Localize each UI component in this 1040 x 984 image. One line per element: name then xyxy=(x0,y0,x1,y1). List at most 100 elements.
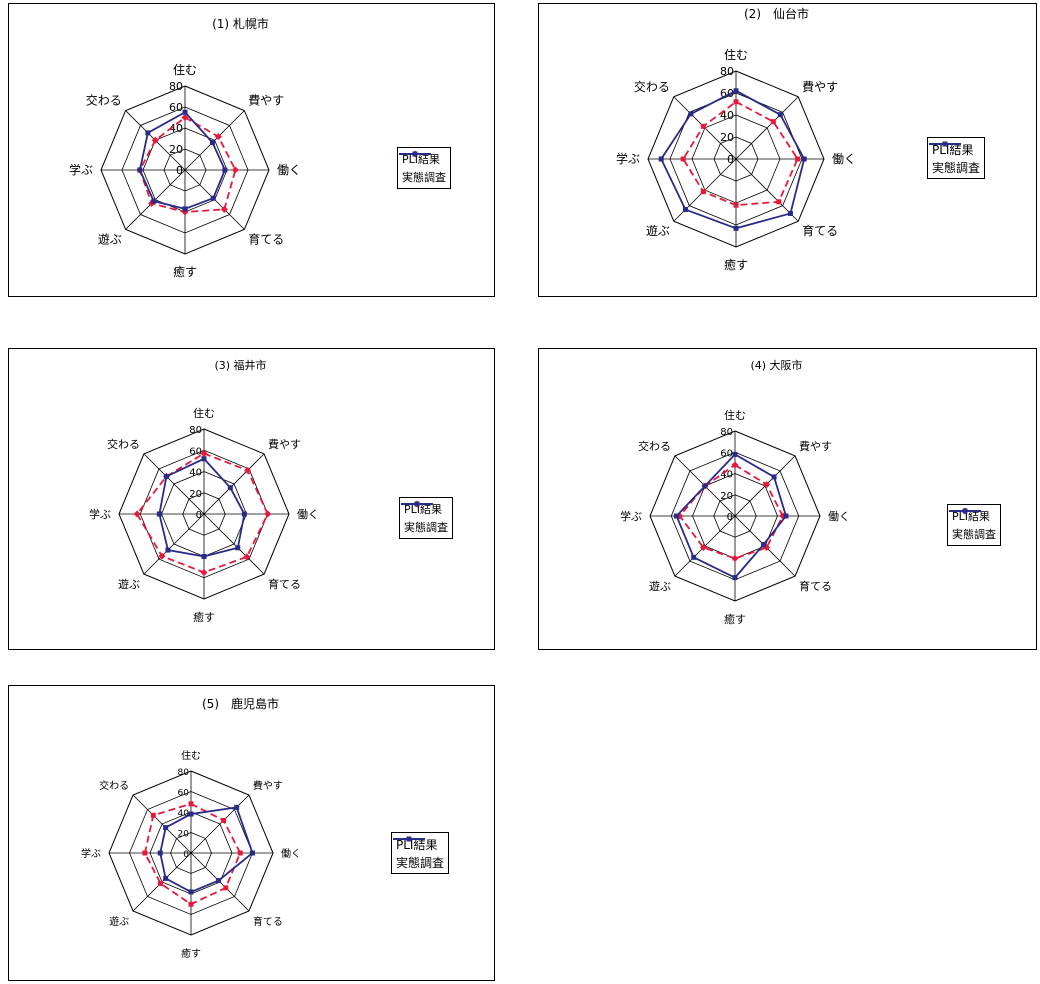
data-point xyxy=(763,480,771,488)
axis-spoke xyxy=(735,96,799,160)
chart-title: (2) 仙台市 xyxy=(744,6,809,21)
data-point xyxy=(200,568,208,576)
radar-chart-sendai: (2) 仙台市 0 20 40 60 80 住む 費やす 働く 育てる 癒す 遊ぶ 学ぶ 交わる PLI結… xyxy=(538,3,1037,297)
tick-label: 80 xyxy=(189,425,202,436)
tick-label: 60 xyxy=(189,446,202,457)
data-point xyxy=(244,466,252,474)
data-point xyxy=(142,850,148,856)
legend-entry: 実態調査 xyxy=(393,836,445,871)
legend-swatch xyxy=(401,501,433,507)
axis-label: 学ぶ xyxy=(89,507,111,521)
axis-spoke xyxy=(143,513,205,575)
data-point xyxy=(201,456,207,462)
tick-label: 20 xyxy=(720,491,733,502)
data-point xyxy=(188,801,194,807)
legend-label: 実態調査 xyxy=(952,528,996,541)
axis-label: 住む xyxy=(724,408,746,422)
legend-entry: 実態調査 xyxy=(949,508,996,543)
data-point xyxy=(209,140,215,146)
chart-title: (4) 大阪市 xyxy=(750,358,802,372)
chart-title: (5) 鹿児島市 xyxy=(202,696,279,711)
axis-label: 住む xyxy=(173,63,197,77)
data-point xyxy=(783,513,789,519)
axis-label: 癒す xyxy=(181,947,201,960)
axis-spoke xyxy=(143,453,205,515)
axis-label: 癒す xyxy=(724,257,748,272)
data-point xyxy=(733,99,739,105)
series-line xyxy=(678,463,784,560)
data-point xyxy=(158,552,166,560)
tick-label: 20 xyxy=(189,489,202,500)
axis-label: 交わる xyxy=(86,93,122,108)
data-point xyxy=(777,112,783,118)
data-point xyxy=(188,889,194,895)
data-point xyxy=(732,451,738,457)
legend-label: PLI結果 xyxy=(952,510,991,523)
data-point xyxy=(234,804,240,810)
legend-label: 実態調査 xyxy=(396,855,445,870)
data-point xyxy=(688,111,694,117)
data-point xyxy=(732,575,738,581)
axis-label: 費やす xyxy=(253,779,283,792)
legend-label: 実態調査 xyxy=(402,171,446,184)
axis-label: 育てる xyxy=(802,223,838,238)
tick-label: 20 xyxy=(178,830,190,840)
legend-entry: 実態調査 xyxy=(929,141,980,176)
axis-label: 学ぶ xyxy=(616,151,640,166)
data-point xyxy=(165,547,171,553)
axis-label: 遊ぶ xyxy=(98,231,122,246)
axis-label: 働く xyxy=(297,508,319,521)
tick-label: 80 xyxy=(169,80,183,93)
data-point xyxy=(702,483,708,489)
axis-label: 働く xyxy=(828,510,850,523)
radar-chart-kagoshima: (5) 鹿児島市 0 20 40 60 80 住む 費やす 働く 育てる 癒す 遊ぶ 学ぶ 交わる PLI… xyxy=(8,685,495,981)
data-point xyxy=(795,156,801,162)
tick-label: 60 xyxy=(169,101,183,114)
axis-label: 交わる xyxy=(638,439,671,453)
tick-label: 0 xyxy=(176,164,183,177)
tick-label: 40 xyxy=(720,109,734,122)
legend-entry: 実態調査 xyxy=(401,501,448,536)
tick-label: 40 xyxy=(720,470,733,481)
tick-label: 80 xyxy=(720,65,734,78)
legend-label: PLI結果 xyxy=(404,503,443,516)
data-point xyxy=(145,130,151,136)
series-line xyxy=(682,100,799,207)
data-point xyxy=(182,206,188,212)
data-point xyxy=(731,461,739,469)
data-point xyxy=(221,817,227,823)
radar-chart-sapporo: (1) 札幌市 0 20 40 60 80 住む 費やす 働く 育てる 癒す 遊ぶ 学ぶ 交わる PLI結… xyxy=(8,3,495,297)
data-point xyxy=(699,544,707,552)
chart-legend: PLI結果 実態調査 xyxy=(391,832,450,874)
tick-label: 0 xyxy=(183,850,189,860)
data-point xyxy=(733,88,739,94)
data-point xyxy=(761,542,767,548)
data-point xyxy=(158,880,164,886)
axis-label: 学ぶ xyxy=(81,847,101,860)
axis-label: 癒す xyxy=(193,610,215,624)
axis-label: 働く xyxy=(832,152,856,166)
data-point xyxy=(801,156,807,162)
axis-label: 遊ぶ xyxy=(646,223,670,238)
tick-label: 60 xyxy=(720,448,733,459)
tick-label: 0 xyxy=(727,512,733,523)
data-point xyxy=(216,878,222,884)
axis-spoke xyxy=(203,513,265,575)
axis-label: 費やす xyxy=(268,437,301,451)
data-point xyxy=(658,156,664,162)
data-point xyxy=(264,510,272,518)
data-point xyxy=(674,513,680,519)
chart-legend: PLI結果 実態調査 xyxy=(927,137,986,179)
data-point xyxy=(163,825,169,831)
data-point xyxy=(188,811,194,817)
radar-chart-osaka: (4) 大阪市 0 20 40 60 80 住む 費やす 働く 育てる 癒す 遊ぶ 学ぶ 交わる PLI結… xyxy=(538,348,1037,650)
data-point xyxy=(223,885,229,891)
data-point xyxy=(200,449,208,457)
data-point xyxy=(133,510,141,518)
data-point xyxy=(220,205,228,213)
axis-label: 遊ぶ xyxy=(118,577,140,591)
axis-label: 学ぶ xyxy=(69,162,93,177)
data-point xyxy=(156,511,162,517)
